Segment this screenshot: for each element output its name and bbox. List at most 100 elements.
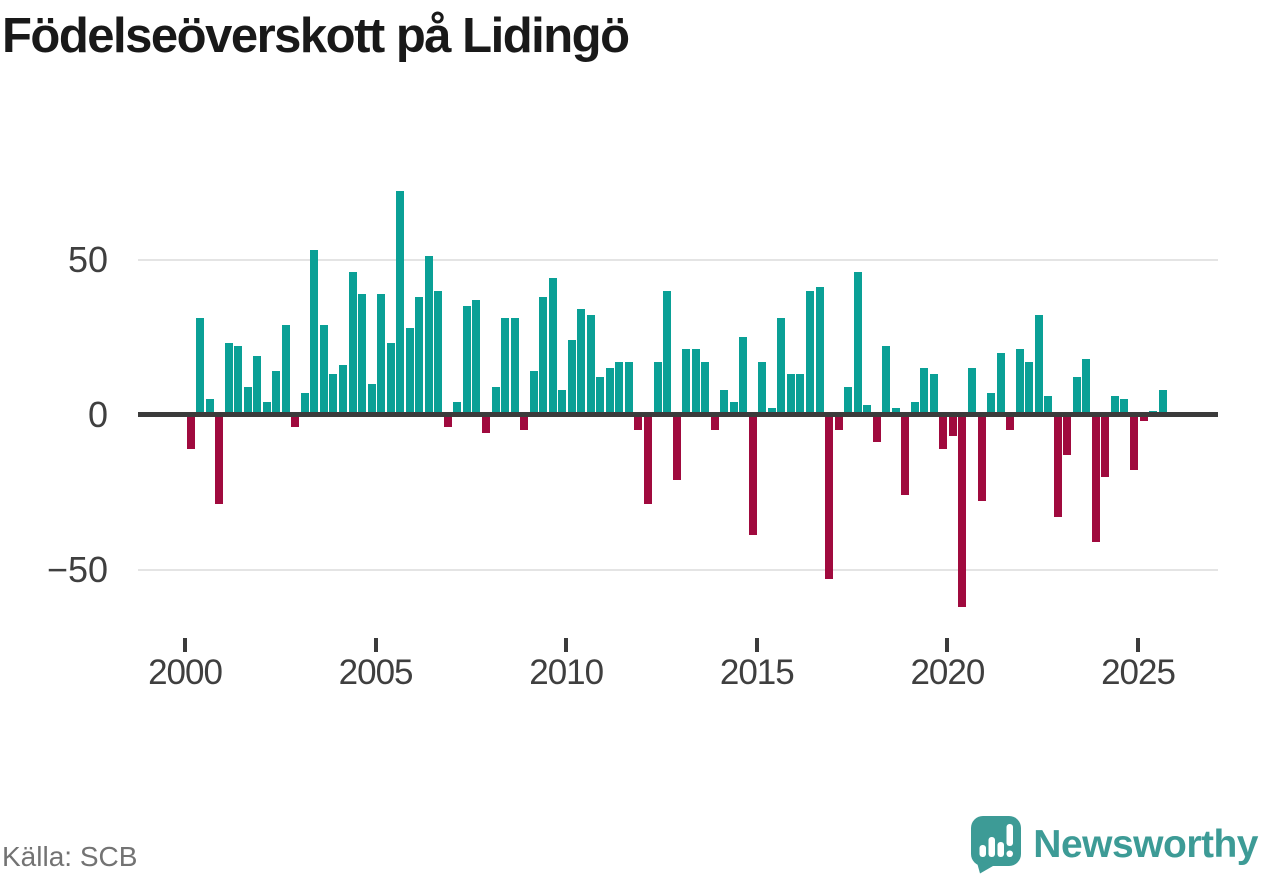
bar-2010-Q4 [596, 377, 605, 415]
bar-2023-Q3 [1082, 358, 1091, 415]
bar-2002-Q4 [291, 414, 300, 427]
bar-2001-Q3 [243, 386, 252, 415]
bar-2015-Q1 [758, 361, 767, 415]
bar-2001-Q1 [224, 343, 233, 415]
bar-2012-Q3 [663, 290, 671, 415]
bar-2014-Q4 [748, 414, 757, 536]
bar-2014-Q3 [739, 337, 748, 415]
bar-2008-Q2 [501, 318, 509, 415]
bar-2006-Q4 [443, 414, 452, 427]
bar-2017-Q2 [844, 386, 853, 415]
bar-2011-Q3 [624, 361, 633, 415]
bar-2003-Q3 [319, 324, 328, 415]
bar-2021-Q4 [1015, 349, 1024, 415]
bar-2007-Q4 [481, 414, 490, 434]
bar-2024-Q1 [1101, 414, 1110, 477]
bar-2024-Q4 [1130, 414, 1138, 471]
bar-2020-Q3 [968, 368, 976, 415]
bar-2016-Q3 [815, 287, 824, 415]
bar-2024-Q2 [1110, 395, 1119, 415]
bar-2018-Q3 [891, 408, 900, 415]
bar-2002-Q2 [272, 371, 281, 415]
bar-2022-Q3 [1044, 395, 1053, 415]
x-axis-tick-2005 [373, 638, 378, 652]
bar-2006-Q3 [434, 290, 443, 415]
bar-2001-Q2 [234, 346, 243, 415]
bar-2013-Q4 [710, 414, 719, 430]
zero-axis-line [138, 412, 1218, 417]
bar-2000-Q3 [205, 399, 214, 415]
bar-2020-Q2 [958, 414, 967, 607]
bar-2009-Q4 [558, 389, 567, 415]
bar-2021-Q1 [987, 392, 995, 415]
bar-2007-Q2 [462, 306, 471, 415]
bar-2025-Q3 [1158, 389, 1167, 415]
x-axis-label-2020: 2020 [910, 653, 985, 692]
bar-2002-Q1 [262, 402, 271, 415]
bar-2015-Q4 [786, 374, 795, 415]
bar-2006-Q2 [424, 256, 433, 415]
bar-2017-Q1 [834, 414, 843, 430]
bar-2004-Q4 [367, 383, 376, 415]
bar-2000-Q4 [215, 414, 224, 505]
x-axis-tick-2000 [183, 638, 187, 652]
bar-2010-Q3 [586, 315, 595, 415]
x-axis-label-2005: 2005 [338, 653, 414, 692]
bar-2013-Q3 [701, 361, 710, 415]
bar-2006-Q1 [415, 296, 424, 415]
newsworthy-logo: Newsworthy [971, 815, 1258, 875]
bar-2005-Q3 [396, 191, 405, 415]
bar-2005-Q1 [377, 293, 386, 415]
bar-2023-Q2 [1072, 377, 1081, 415]
bar-2020-Q4 [977, 414, 986, 502]
bar-2017-Q4 [863, 405, 872, 415]
bar-2015-Q3 [777, 318, 786, 415]
x-axis-tick-2025 [1136, 638, 1140, 652]
bar-2012-Q2 [653, 361, 662, 415]
bar-2009-Q2 [539, 296, 548, 415]
x-axis-label-2010: 2010 [529, 653, 604, 692]
x-axis-tick-2015 [754, 638, 759, 652]
bar-2000-Q2 [196, 318, 204, 415]
bar-2023-Q1 [1063, 414, 1072, 455]
bar-2008-Q4 [520, 414, 528, 430]
y-axis-label--50: −50 [46, 548, 108, 590]
x-axis-label-2000: 2000 [148, 653, 223, 692]
x-axis-tick-2010 [564, 638, 569, 652]
bar-2012-Q4 [672, 414, 681, 480]
y-axis-label-0: 0 [87, 393, 108, 435]
bar-2010-Q2 [577, 309, 586, 415]
bar-2019-Q1 [910, 402, 919, 415]
bar-2013-Q1 [682, 349, 691, 415]
bar-2005-Q2 [386, 343, 395, 415]
bar-2004-Q3 [358, 293, 366, 415]
bar-2009-Q3 [548, 278, 557, 415]
bar-2002-Q3 [281, 324, 290, 415]
bar-2004-Q1 [339, 364, 347, 415]
bar-2021-Q2 [996, 352, 1005, 415]
bar-2022-Q2 [1034, 315, 1043, 415]
bar-2011-Q2 [615, 361, 624, 415]
bar-2019-Q3 [929, 374, 938, 415]
bar-2019-Q2 [920, 368, 929, 415]
newsworthy-chart-bubble-icon [971, 816, 1022, 874]
bar-2016-Q4 [825, 414, 833, 579]
bar-2007-Q3 [472, 299, 481, 415]
bar-2001-Q4 [253, 355, 262, 415]
bar-2015-Q2 [767, 408, 776, 415]
x-axis-label-2025: 2025 [1101, 653, 1176, 692]
bar-2014-Q1 [720, 389, 729, 415]
bar-2022-Q1 [1025, 361, 1034, 415]
bar-2010-Q1 [567, 340, 576, 415]
bar-2012-Q1 [643, 414, 652, 505]
bar-2011-Q1 [605, 368, 614, 415]
bar-2009-Q1 [529, 371, 538, 415]
bar-2016-Q1 [796, 374, 805, 415]
bar-2013-Q2 [691, 349, 700, 415]
newsworthy-wordmark: Newsworthy [1033, 823, 1258, 866]
bar-2020-Q1 [948, 414, 957, 437]
bar-2003-Q1 [300, 392, 309, 415]
bar-2005-Q4 [405, 327, 414, 415]
